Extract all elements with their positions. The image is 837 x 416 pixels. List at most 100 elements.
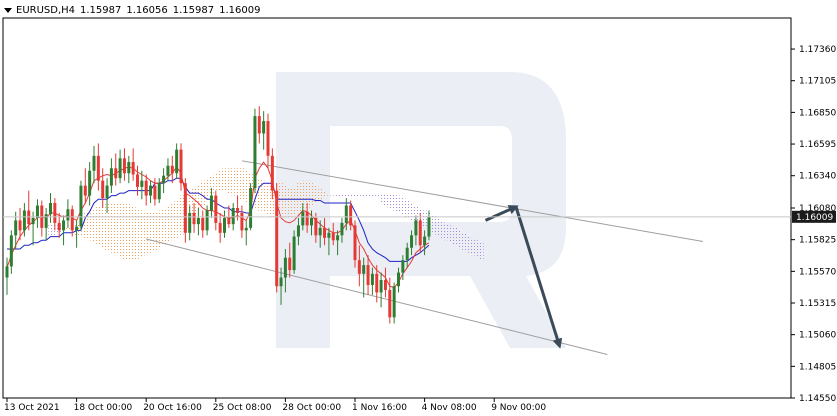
candle	[340, 217, 344, 243]
forecast-arrow-up[interactable]	[484, 205, 519, 222]
candle	[131, 148, 135, 181]
candle	[22, 203, 26, 237]
candle	[314, 212, 318, 243]
cloud-segment	[357, 193, 362, 199]
candle	[183, 178, 187, 243]
candle-body	[118, 158, 122, 179]
forecast-arrows[interactable]	[484, 205, 563, 349]
cloud-segment	[378, 193, 384, 204]
price-tick-label: 1.17105	[799, 77, 836, 87]
candle-body	[288, 257, 292, 271]
cloud-segment	[161, 208, 167, 246]
cloud-segment	[474, 240, 480, 258]
candle-body	[305, 211, 309, 226]
candle-body	[157, 183, 161, 200]
candle	[370, 267, 374, 295]
cloud-segment	[465, 235, 471, 253]
candle	[410, 230, 414, 256]
candle-body	[96, 155, 100, 181]
candle-body	[201, 217, 205, 231]
candle	[266, 113, 270, 169]
cloud-segment	[217, 170, 223, 191]
candle-body	[31, 217, 35, 225]
time-tick-label: 28 Oct 00:00	[282, 403, 341, 413]
candle	[205, 205, 209, 236]
time-tick-label: 25 Oct 08:00	[213, 403, 272, 413]
cloud-segment	[448, 225, 454, 243]
cloud-segment	[48, 222, 53, 237]
cloud-segment	[213, 173, 219, 191]
candle	[18, 208, 22, 241]
candle-body	[205, 210, 209, 231]
channel-upper-line[interactable]	[241, 160, 704, 243]
cloud-segment	[413, 205, 419, 223]
cloud-segment	[374, 193, 380, 199]
cloud-segment	[391, 193, 397, 211]
candle-body	[418, 220, 422, 246]
cloud-segment	[87, 210, 93, 241]
candle-body	[266, 121, 270, 156]
cloud-segment	[100, 203, 106, 248]
candle-body	[223, 217, 226, 233]
candle	[401, 255, 405, 281]
candle	[162, 168, 166, 194]
candle	[305, 203, 309, 233]
candle-body	[122, 158, 126, 174]
cloud-segment	[91, 208, 97, 243]
price-tick-label: 1.15315	[799, 299, 836, 309]
candle	[270, 148, 274, 200]
price-axis[interactable]: 1.17360 1.17105 1.16850 1.16595 1.16340 1.160…	[3, 45, 836, 404]
cloud-segment	[383, 193, 388, 206]
candle-body	[196, 217, 200, 225]
cloud-segment	[291, 188, 297, 216]
candle-body	[49, 203, 52, 215]
candle	[83, 168, 87, 204]
candle	[388, 277, 392, 324]
candle	[62, 215, 66, 246]
cloud-segment	[470, 237, 475, 256]
cloud-segment	[139, 210, 145, 258]
cloud-segment	[444, 222, 449, 241]
candle-body	[149, 185, 153, 196]
candle	[79, 180, 83, 231]
candle	[240, 205, 244, 238]
cloud-segment	[452, 227, 458, 246]
candle	[331, 222, 335, 246]
dropdown-triangle-icon[interactable]	[4, 7, 12, 13]
cloud-segment	[278, 183, 284, 218]
candle	[344, 198, 348, 231]
time-axis[interactable]: 13 Oct 2021 18 Oct 00:00 20 Oct 16:00 25 Oc…	[4, 398, 546, 413]
candle-body	[310, 217, 313, 226]
candle	[66, 199, 70, 228]
price-tick-label: 1.14805	[799, 362, 836, 372]
candle	[327, 227, 331, 256]
candle-body	[140, 180, 144, 187]
candle-body	[331, 232, 335, 241]
candle-body	[270, 155, 274, 191]
price-tick-label: 1.15060	[799, 331, 836, 341]
low-price: 1.15987	[172, 4, 215, 16]
price-tick-label: 1.16340	[799, 172, 836, 182]
price-tick-label: 1.16595	[799, 140, 836, 150]
candle-body	[53, 203, 57, 223]
candle-body	[192, 212, 196, 225]
candle	[88, 162, 92, 206]
price-tick-label: 1.15570	[799, 267, 836, 277]
candle	[336, 230, 340, 256]
cloud-segment	[304, 180, 310, 208]
candle	[188, 205, 192, 241]
candle-body	[379, 280, 383, 293]
cloud-segment	[152, 212, 158, 251]
candle	[166, 158, 170, 181]
candle-body	[183, 183, 187, 233]
candlesticks	[5, 106, 431, 324]
candle-body	[327, 232, 331, 238]
cloud-segment	[174, 199, 180, 238]
candle	[375, 265, 379, 303]
candle-body	[70, 209, 74, 231]
cloud-segment	[300, 180, 306, 211]
candle-body	[292, 236, 296, 271]
forecast-arrow-down[interactable]	[514, 206, 563, 349]
